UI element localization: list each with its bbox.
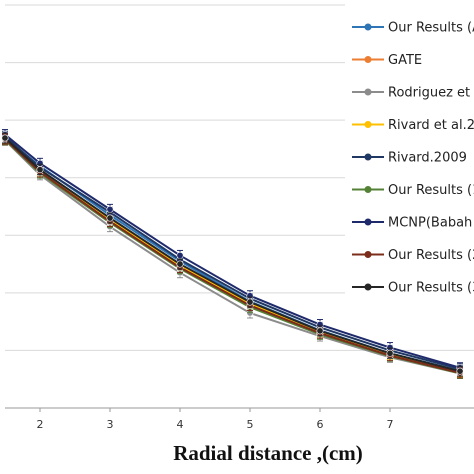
series-line [4,138,461,374]
data-point [316,327,324,335]
x-axis-ticks: 2 3 4 5 6 7 [37,408,394,431]
legend-marker [364,23,372,31]
x-tick-label: 7 [387,418,394,431]
legend-item: GATE [352,53,422,68]
data-point [106,214,114,222]
legend-item: Our Results (2 [352,248,474,263]
series-line [4,133,461,369]
data-point [176,260,184,268]
series-line [4,139,461,375]
data-series [1,129,464,379]
legend-label: Our Results (1 [388,183,474,198]
legend-item: Rivard.2009 [352,151,467,166]
x-axis-title: Radial distance ,(cm) [173,441,363,465]
legend-item: Rodriguez et [352,86,470,101]
legend-label: Rivard et al.20 [388,118,474,133]
data-point [1,134,9,142]
x-tick-label: 5 [247,418,254,431]
legend-label: Our Results (3 [388,281,474,296]
legend-marker [364,283,372,291]
data-point [106,205,114,213]
data-point [456,367,464,375]
x-tick-label: 6 [317,418,324,431]
legend-item: Our Results (3 [352,281,474,296]
legend-label: Rodriguez et [388,86,470,101]
x-tick-label: 4 [177,418,184,431]
legend-marker [364,121,372,128]
series-line [4,135,461,370]
legend-marker [364,186,372,193]
legend-marker [364,251,372,258]
legend-background [345,0,474,300]
legend-marker [364,153,372,161]
data-point [176,251,184,259]
x-tick-label: 3 [107,418,114,431]
series-line [4,137,461,373]
legend-label: Our Results (A [388,21,474,36]
series-9 [1,132,464,377]
legend-marker [364,56,372,63]
legend: Our Results (A GATE Rodriguez et Rivard et … [352,21,474,296]
legend-label: MCNP(Babah [388,216,472,231]
legend-item: MCNP(Babah [352,216,472,231]
legend-item: Our Results (1 [352,183,474,198]
data-point [386,349,394,357]
gridlines [5,4,474,351]
legend-label: Our Results (2 [388,248,474,263]
legend-marker [364,218,372,226]
legend-item: Our Results (A [352,21,474,36]
legend-marker [364,88,372,96]
data-point [246,298,254,306]
data-point [36,166,44,174]
legend-label: GATE [388,53,422,68]
legend-label: Rivard.2009 [388,151,467,166]
legend-item: Rivard et al.20 [352,118,474,133]
x-tick-label: 2 [37,418,44,431]
